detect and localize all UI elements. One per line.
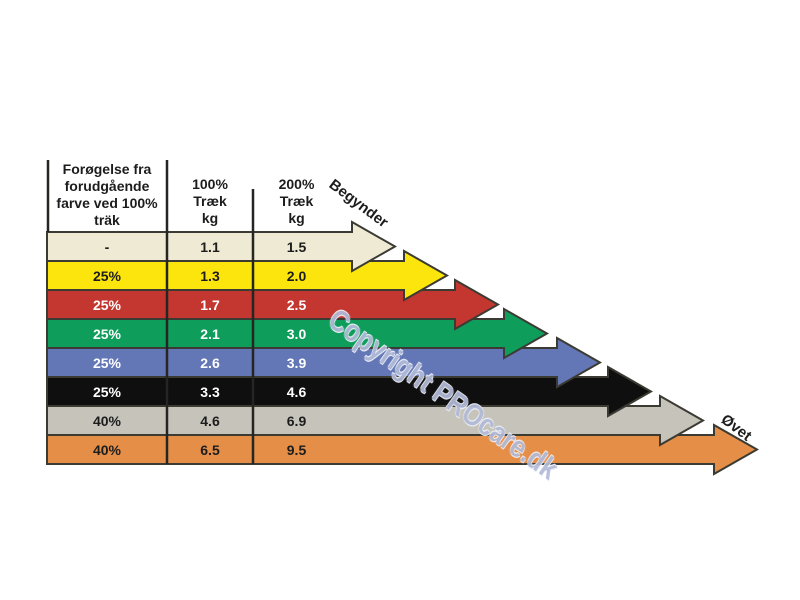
cell-green-kg200: 3.0 — [286, 325, 307, 342]
cell-red-increase: 25% — [92, 296, 122, 313]
cell-orange-increase: 40% — [92, 441, 122, 458]
cell-green-kg100: 2.1 — [200, 325, 220, 342]
arrow-orange — [46, 423, 760, 476]
cell-black-kg100: 3.3 — [200, 383, 220, 400]
header-increase-column: Forøgelse fra forudgående farve ved 100%… — [56, 161, 158, 228]
cell-red-kg200: 2.5 — [286, 296, 307, 313]
cell-yellow-increase: 25% — [92, 267, 122, 284]
cell-blue-kg200: 3.9 — [286, 354, 307, 371]
arrow-black — [46, 365, 654, 418]
arrow-gray — [46, 394, 706, 447]
arrow-green — [46, 307, 550, 360]
arrow-red — [46, 278, 501, 331]
cell-gray-kg100: 4.6 — [200, 412, 220, 429]
header-200pct-column: 200% Træk kg — [278, 176, 315, 226]
cell-gray-increase: 40% — [92, 412, 122, 429]
cell-blue-kg100: 2.6 — [200, 354, 220, 371]
arrow-yellow — [46, 249, 450, 302]
cell-blue-increase: 25% — [92, 354, 122, 371]
cell-orange-kg100: 6.5 — [200, 441, 220, 458]
cell-black-kg200: 4.6 — [286, 383, 307, 400]
header-100pct-column: 100% Træk kg — [192, 176, 228, 226]
cell-red-kg100: 1.7 — [200, 296, 220, 313]
cell-black-increase: 25% — [92, 383, 122, 400]
cell-beige-kg200: 1.5 — [286, 238, 307, 255]
cell-orange-kg200: 9.5 — [286, 441, 307, 458]
arrow-beige — [46, 220, 398, 273]
cell-yellow-kg200: 2.0 — [286, 267, 307, 284]
cell-beige-kg100: 1.1 — [200, 238, 220, 255]
cell-green-increase: 25% — [92, 325, 122, 342]
cell-yellow-kg100: 1.3 — [200, 267, 220, 284]
arrow-blue — [46, 336, 603, 389]
cell-beige-increase: - — [104, 238, 110, 255]
cell-gray-kg200: 6.9 — [286, 412, 307, 429]
